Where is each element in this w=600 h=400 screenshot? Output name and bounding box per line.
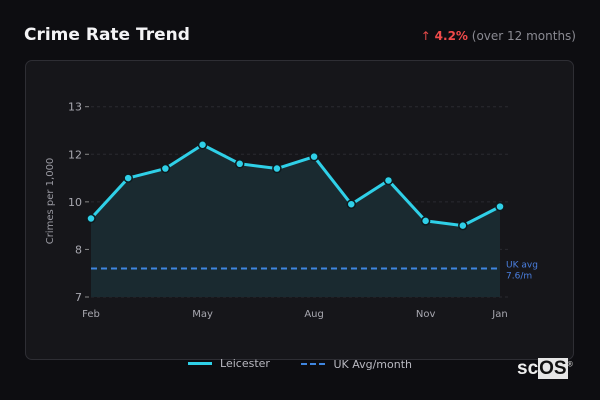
x-tick-label: Feb <box>82 309 100 320</box>
x-tick-label: May <box>192 309 213 320</box>
legend-swatch-dashed <box>301 363 326 365</box>
data-point <box>383 175 394 186</box>
data-point <box>309 151 319 162</box>
arrow-up-icon: ↑ <box>420 29 431 43</box>
legend-label: Leicester <box>220 357 270 370</box>
y-axis-label: Crimes per 1,000 <box>45 158 56 245</box>
data-point <box>123 173 133 183</box>
scos-logo: scOS® <box>517 358 573 380</box>
series-area <box>91 144 500 297</box>
data-point <box>495 201 505 212</box>
y-tick-label: 8 <box>75 243 82 256</box>
page-title: Crime Rate Trend <box>24 25 190 45</box>
legend-swatch-solid <box>188 362 213 365</box>
legend-item-uk-avg[interactable]: UK Avg/month <box>301 358 412 371</box>
logo-text: sc <box>517 358 539 379</box>
x-tick-label: Nov <box>416 309 436 320</box>
y-tick-label: 12 <box>68 148 82 161</box>
logo-mark: ® <box>567 361 573 369</box>
data-point <box>160 163 171 174</box>
logo-text: OS <box>538 358 568 379</box>
uk-avg-label: UK avg <box>506 260 538 270</box>
change-period: (over 12 months) <box>471 29 576 43</box>
data-point <box>272 163 282 174</box>
change-value: 4.2% <box>434 29 468 43</box>
uk-avg-value-label: 7.6/m <box>506 271 532 281</box>
data-point <box>197 140 208 150</box>
series-line-leicester <box>89 143 501 228</box>
data-point <box>458 220 468 231</box>
legend-label: UK Avg/month <box>333 357 412 371</box>
legend: Leicester UK Avg/month <box>0 355 600 371</box>
y-tick-label: 10 <box>68 196 82 209</box>
y-tick-label: 7 <box>75 291 82 304</box>
data-point <box>420 216 431 226</box>
data-point <box>86 213 96 224</box>
y-tick-label: 13 <box>68 101 82 114</box>
trend-change: ↑ 4.2% (over 12 months) <box>421 29 576 43</box>
x-tick-label: Aug <box>304 309 324 320</box>
legend-item-leicester[interactable]: Leicester <box>188 357 270 370</box>
data-point <box>346 199 357 209</box>
x-tick-label: Jan <box>491 309 507 320</box>
data-point <box>234 159 245 169</box>
